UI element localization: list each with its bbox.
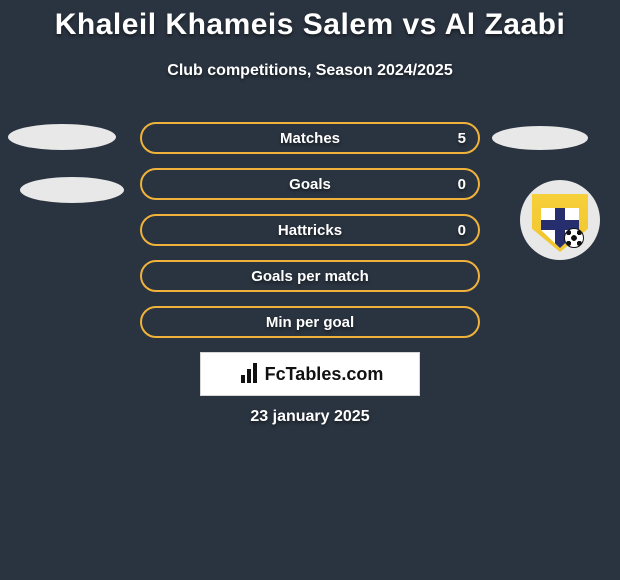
stat-value-right: 5: [458, 130, 466, 147]
brand-label: FcTables.com: [265, 364, 384, 385]
stat-row-goals-per-match: Goals per match: [140, 260, 480, 292]
stat-row-matches: Matches 5: [140, 122, 480, 154]
stat-value-right: 0: [458, 222, 466, 239]
stat-label: Min per goal: [266, 314, 354, 331]
stat-row-hattricks: Hattricks 0: [140, 214, 480, 246]
football-icon: [564, 228, 584, 248]
bar-chart-icon: [237, 363, 259, 385]
stat-label: Goals per match: [251, 268, 369, 285]
stat-label: Hattricks: [278, 222, 342, 239]
player-left-placeholder-1: [8, 124, 116, 150]
stat-row-goals: Goals 0: [140, 168, 480, 200]
stat-label: Goals: [289, 176, 331, 193]
stat-row-min-per-goal: Min per goal: [140, 306, 480, 338]
player-right-placeholder: [492, 126, 588, 150]
stat-value-right: 0: [458, 176, 466, 193]
footer-date: 23 january 2025: [0, 408, 620, 426]
page-subtitle: Club competitions, Season 2024/2025: [0, 62, 620, 80]
club-badge: [520, 180, 600, 260]
page-title: Khaleil Khameis Salem vs Al Zaabi: [0, 8, 620, 42]
brand-logo[interactable]: FcTables.com: [200, 352, 420, 396]
stat-label: Matches: [280, 130, 340, 147]
player-left-placeholder-2: [20, 177, 124, 203]
